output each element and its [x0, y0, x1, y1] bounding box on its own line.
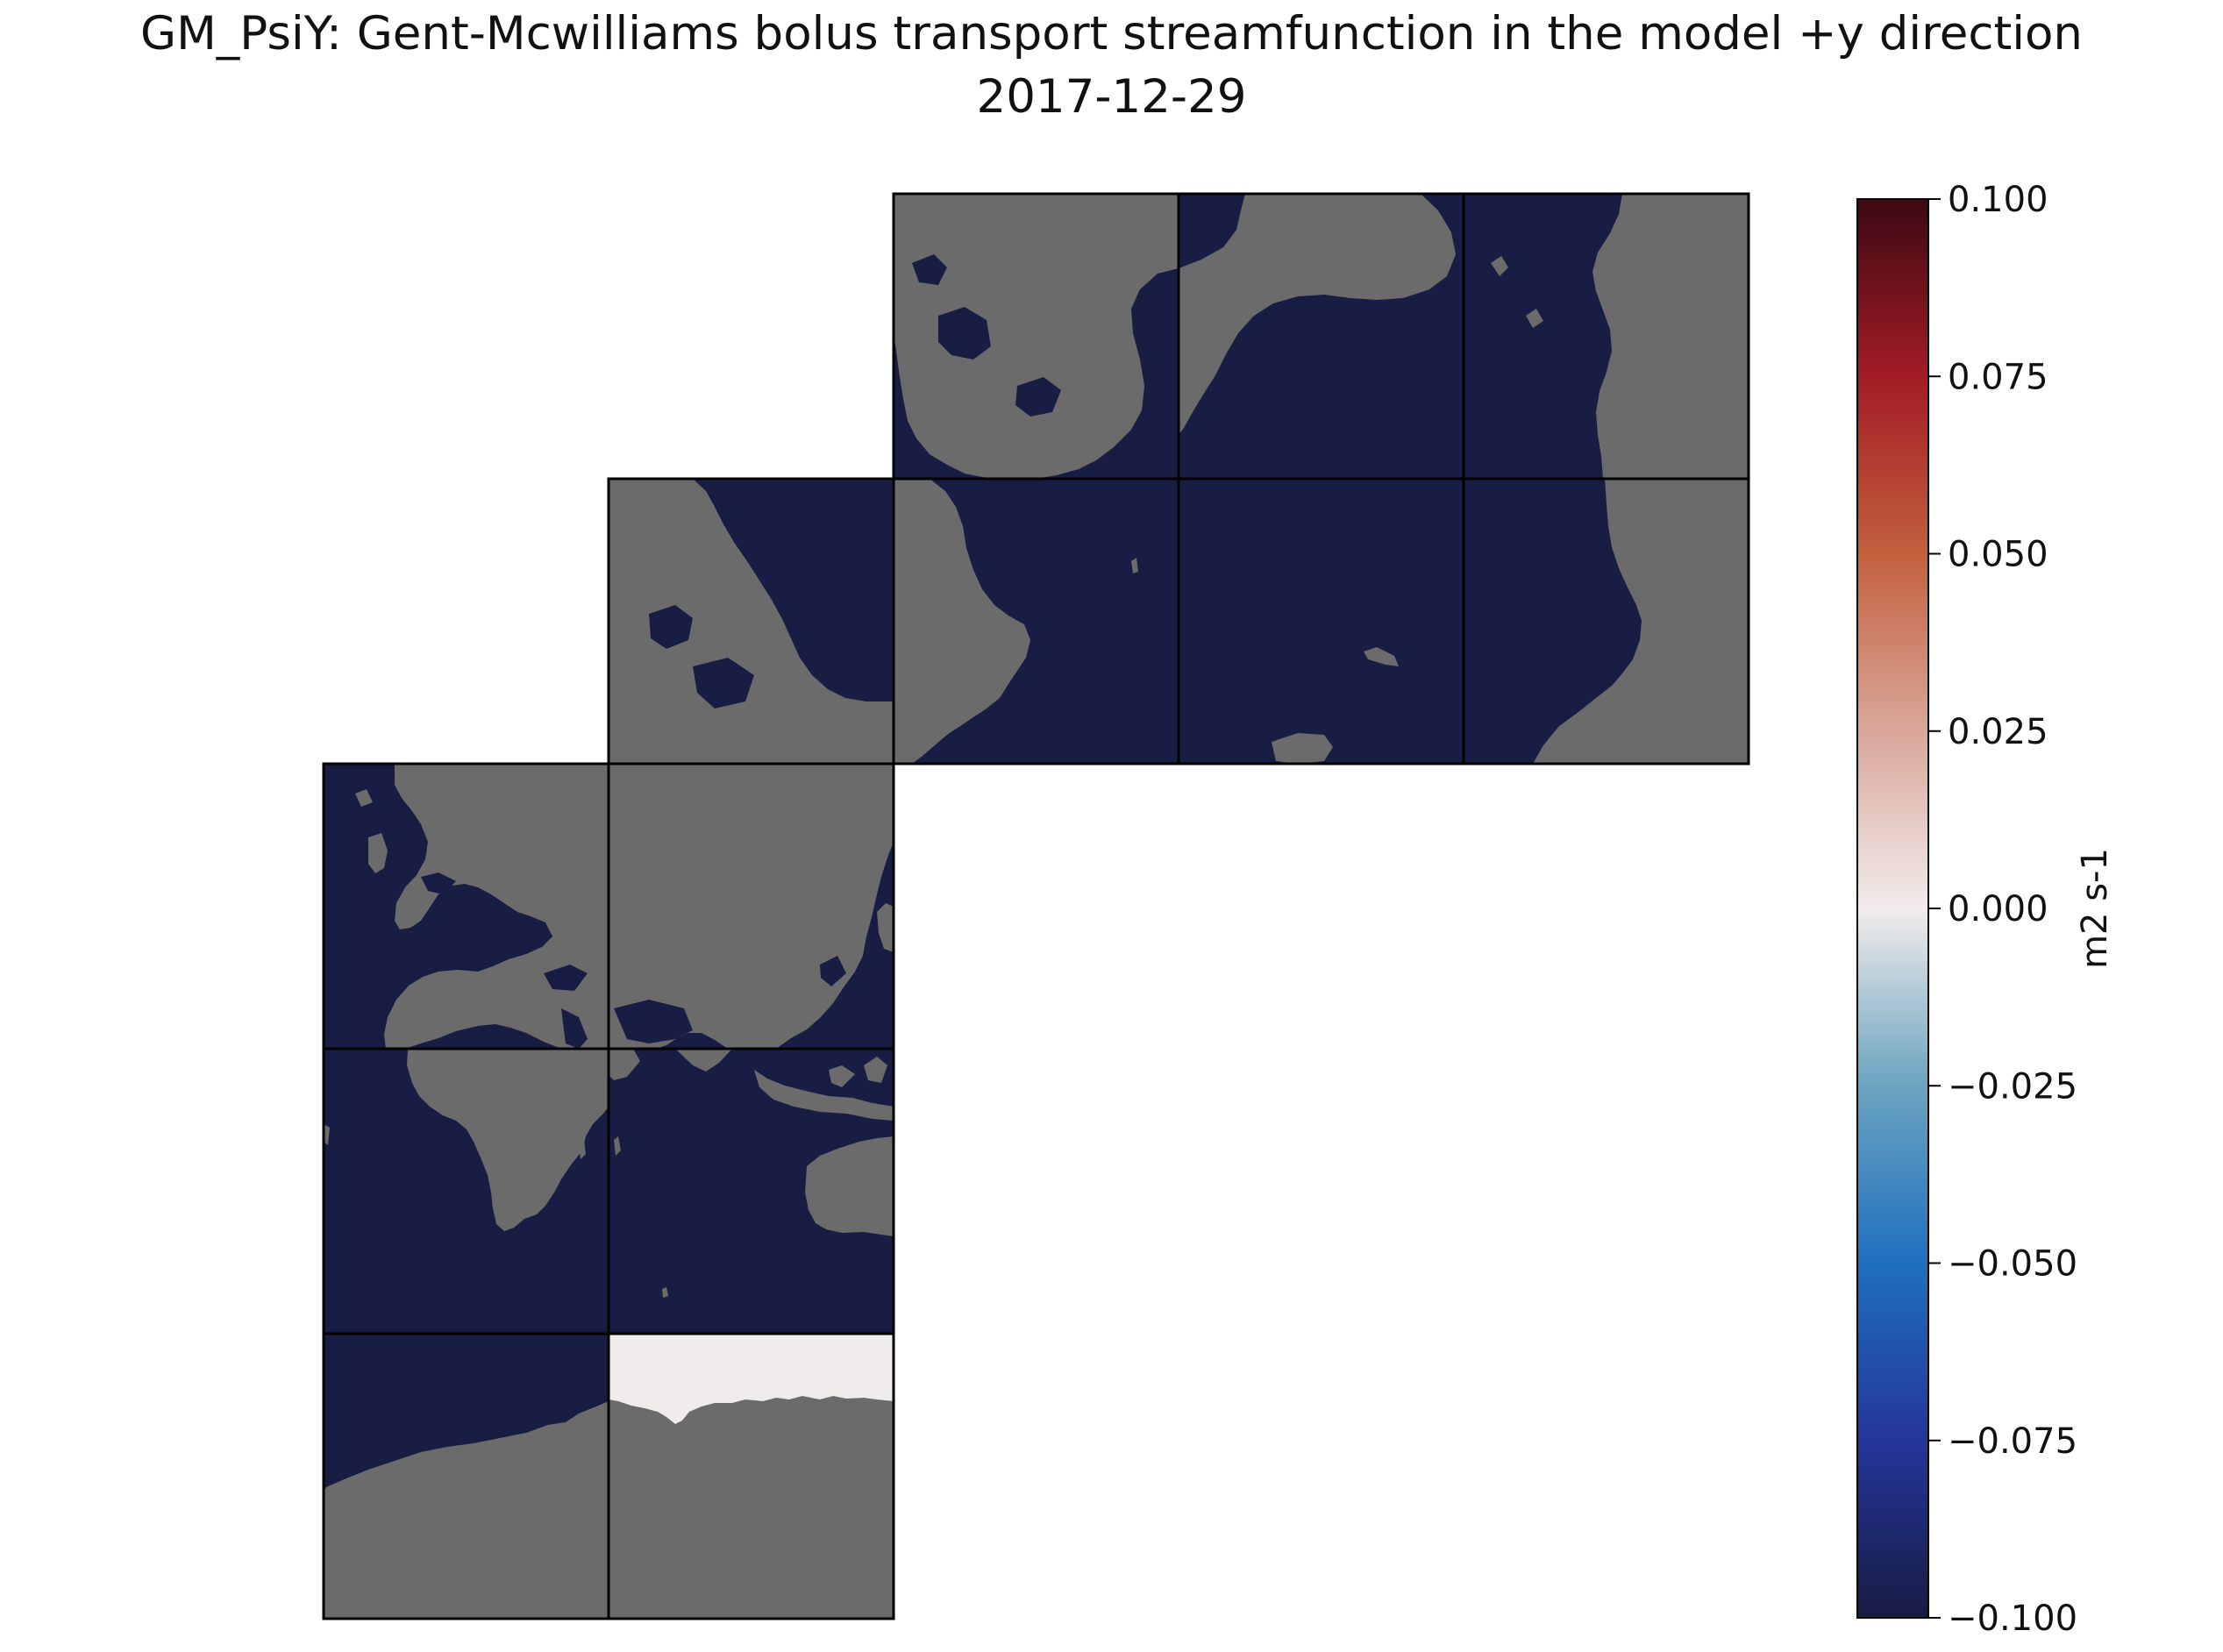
tile-europe-africa — [324, 764, 609, 1049]
colorbar-tick-label: 0.000 — [1948, 889, 2048, 929]
red-sea — [561, 1008, 588, 1049]
island-land — [1526, 309, 1543, 328]
colorbar: 0.100 0.075 0.050 0.025 0.000 −0.025 −0.050 −0.… — [1856, 180, 2115, 1639]
colorbar-tick-label: −0.075 — [1948, 1421, 2077, 1462]
baltic-arctic-sea — [649, 605, 693, 649]
sulawesi-land — [864, 1057, 887, 1083]
lake-water — [938, 307, 991, 360]
borneo-land — [829, 1065, 855, 1087]
island-land — [1491, 256, 1508, 276]
east-asia-land — [894, 479, 1030, 764]
kerguelen-land — [662, 1287, 668, 1298]
yellow-sea — [820, 956, 846, 986]
antarctica-land — [324, 1401, 609, 1619]
scandinavia-land — [609, 491, 666, 626]
sea-water — [1015, 377, 1061, 417]
tile-atlantic — [324, 1049, 609, 1334]
australia-land — [805, 1136, 894, 1236]
chart-title: GM_PsiY: Gent-Mcwilliams bolus transport… — [140, 7, 2083, 61]
sea-water — [912, 254, 947, 285]
korea-land — [978, 605, 1000, 630]
madagascar-land — [579, 1140, 586, 1159]
russia-land — [894, 194, 1179, 479]
chart-subtitle: 2017-12-29 — [976, 70, 1247, 124]
map-tiles — [322, 192, 1750, 1620]
island-land — [614, 1136, 621, 1156]
island-land — [1272, 733, 1333, 764]
tile-north-pacific-a — [894, 479, 1179, 764]
indonesia-land — [754, 1070, 894, 1121]
colorbar-tick-label: −0.025 — [1948, 1066, 2077, 1107]
mediterranean-sea — [487, 912, 535, 943]
bay-of-bengal — [614, 1000, 693, 1043]
india-tip-land — [675, 1049, 732, 1072]
tile-arctic-top-c — [1464, 194, 1749, 479]
tile-southern-atlantic — [324, 1334, 609, 1619]
colorbar-tick-label: 0.025 — [1948, 712, 2048, 752]
tile-asia — [609, 764, 894, 1049]
colorbar-tick-label: −0.100 — [1948, 1599, 2077, 1639]
baltic-sea — [421, 872, 456, 894]
arabia-land — [609, 1049, 640, 1080]
colorbar-label: m2 s-1 — [2075, 848, 2115, 969]
tile-background — [1179, 479, 1464, 764]
britain-land — [368, 833, 388, 873]
japan-land — [877, 903, 894, 952]
colorbar-tick-label: 0.050 — [1948, 535, 2048, 575]
tile-arctic-top-a — [894, 194, 1179, 479]
brazil-tip-land — [324, 1124, 330, 1145]
island-land — [1364, 647, 1399, 666]
tile-north-pacific-b — [1179, 479, 1464, 764]
colorbar-tick-label: 0.075 — [1948, 357, 2048, 397]
colorbar-tick-label: −0.050 — [1948, 1244, 2077, 1285]
tile-arctic-siberia — [609, 479, 894, 764]
americas-land — [1533, 479, 1749, 764]
tile-north-pacific-c — [1464, 479, 1749, 764]
tile-southern-indian — [609, 1334, 894, 1619]
alaska-canada-land — [1179, 194, 1456, 435]
colorbar-gradient — [1856, 198, 1929, 1619]
black-caspian-sea — [544, 965, 588, 991]
antarctica-land — [609, 1396, 894, 1619]
tile-grid-lines — [322, 192, 1750, 1620]
africa-land — [407, 1049, 609, 1231]
north-america-land — [1592, 194, 1749, 479]
tile-border — [1462, 192, 1750, 481]
colorbar-tick-label: 0.100 — [1948, 180, 2048, 220]
iceland-land — [355, 789, 373, 807]
tile-indian — [609, 1049, 894, 1334]
tile-arctic-top-b — [1179, 194, 1464, 479]
arctic-bay — [693, 658, 754, 709]
siberia-land — [609, 479, 894, 764]
island-land — [1131, 558, 1138, 573]
